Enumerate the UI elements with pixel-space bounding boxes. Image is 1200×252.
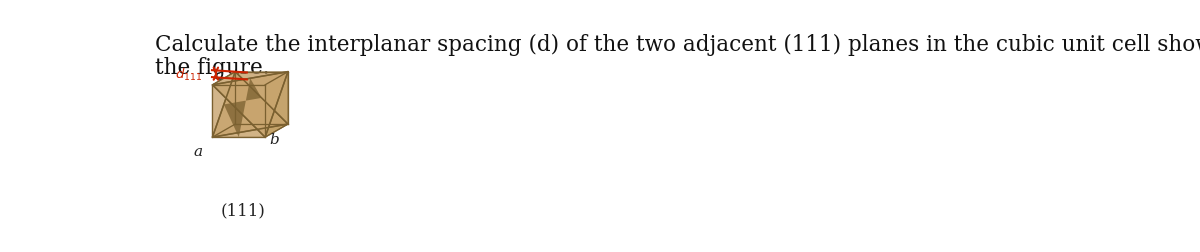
Text: c: c <box>215 69 223 82</box>
Polygon shape <box>212 72 288 138</box>
Text: $d_{111}$: $d_{111}$ <box>175 66 202 82</box>
Polygon shape <box>212 85 265 138</box>
Text: the figure.: the figure. <box>156 57 270 79</box>
Text: a: a <box>193 144 203 159</box>
Text: (111): (111) <box>221 201 265 218</box>
Polygon shape <box>235 72 288 124</box>
Polygon shape <box>265 72 288 138</box>
Text: b: b <box>269 132 278 146</box>
Polygon shape <box>212 72 288 138</box>
Polygon shape <box>212 72 235 138</box>
Text: Calculate the interplanar spacing (d) of the two adjacent (111) planes in the cu: Calculate the interplanar spacing (d) of… <box>156 34 1200 56</box>
Polygon shape <box>212 72 288 85</box>
Polygon shape <box>212 124 288 138</box>
Polygon shape <box>224 79 262 138</box>
